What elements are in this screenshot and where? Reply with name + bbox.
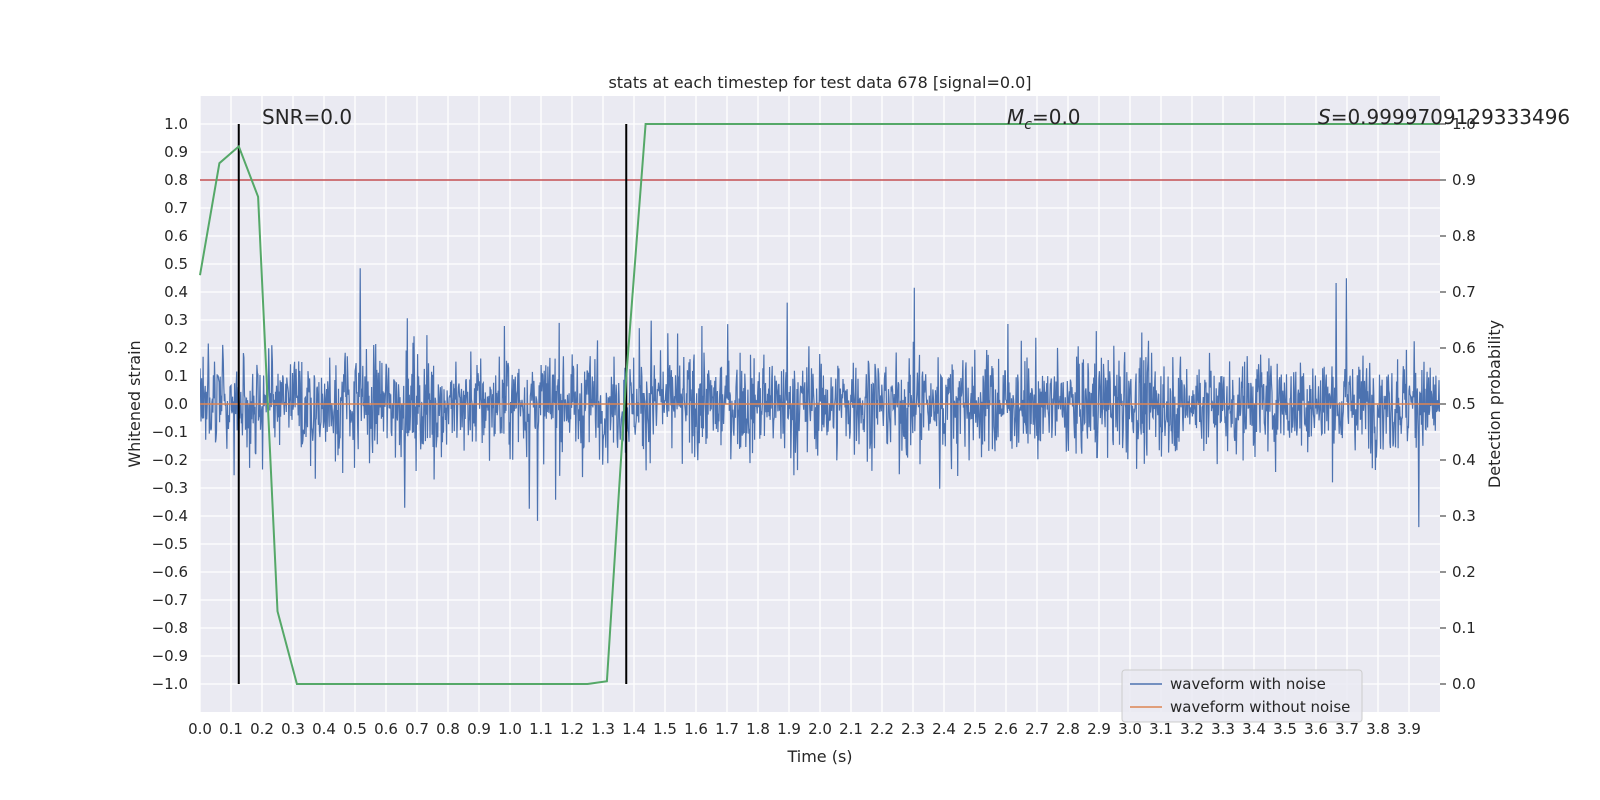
x-tick-label: 0.8 [436,720,460,738]
y2-tick-label: 0.8 [1452,227,1476,245]
y-tick-label: −0.8 [152,619,188,637]
y-tick-label: −0.7 [152,591,188,609]
y-tick-label: 0.4 [164,283,188,301]
x-tick-label: 3.2 [1180,720,1204,738]
legend-box [1121,669,1363,723]
x-tick-label: 0.9 [467,720,491,738]
x-tick-label: 3.8 [1366,720,1390,738]
y2-tick-labels: 1.0 0.9 0.8 0.7 0.6 0.5 0.4 0.3 0.2 0.1 0.0 [1440,115,1476,693]
x-tick-label: 3.1 [1149,720,1173,738]
y-tick-labels: 1.0 0.9 0.8 0.7 0.6 0.5 0.4 0.3 0.2 0.1 0.0 −0.1 −0.… [152,115,188,693]
y-tick-label: −0.2 [152,451,188,469]
y-tick-label: 0.3 [164,311,188,329]
x-tick-label: 0.1 [219,720,243,738]
y-tick-label: 0.5 [164,255,188,273]
x-tick-label: 2.6 [994,720,1018,738]
series-detection-probability [199,123,1440,685]
y-tick-label: −0.5 [152,535,188,553]
legend-label-waveform-with-noise: waveform with noise [1170,675,1326,693]
x-tick-label: 2.5 [963,720,987,738]
x-tick-label: 3.0 [1118,720,1142,738]
x-tick-label: 1.5 [653,720,677,738]
x-tick-label: 2.1 [839,720,863,738]
x-tick-label: 0.7 [405,720,429,738]
y2-tick-label: 1.0 [1452,115,1476,133]
significance-annotation: S=0.9999709129333496 [1318,105,1570,129]
x-tick-label: 2.3 [901,720,925,738]
y2-tick-label: 0.3 [1452,507,1476,525]
x-tick-label: 0.0 [188,720,212,738]
y-tick-label: 0.1 [164,367,188,385]
legend-label-waveform-without-noise: waveform without noise [1170,698,1350,716]
y-tick-label: −0.4 [152,507,188,525]
y2-tick-label: 0.5 [1452,395,1476,413]
x-tick-label: 0.3 [281,720,305,738]
x-tick-label: 1.3 [591,720,615,738]
x-tick-label: 3.3 [1211,720,1235,738]
x-tick-label: 1.7 [715,720,739,738]
y2-axis-label: Detection probability [1485,320,1504,488]
y2-tick-label: 0.4 [1452,451,1476,469]
x-tick-label: 0.5 [343,720,367,738]
x-tick-label: 2.9 [1087,720,1111,738]
y2-tick-label: 0.6 [1452,339,1476,357]
y-tick-label: −0.1 [152,423,188,441]
chart-title: stats at each timestep for test data 678… [608,73,1031,92]
y2-tick-label: 0.0 [1452,675,1476,693]
x-tick-label: 0.4 [312,720,336,738]
x-tick-label: 3.5 [1273,720,1297,738]
x-tick-label: 1.6 [684,720,708,738]
x-tick-label: 2.0 [808,720,832,738]
x-tick-label: 3.9 [1397,720,1421,738]
y-axis-label: Whitened strain [125,340,144,467]
x-axis-label: Time (s) [786,747,852,766]
y-tick-label: 0.9 [164,143,188,161]
x-tick-label: 2.8 [1056,720,1080,738]
x-tick-label: 0.2 [250,720,274,738]
x-tick-label: 3.7 [1335,720,1359,738]
y2-tick-label: 0.7 [1452,283,1476,301]
snr-annotation: SNR=0.0 [262,105,352,129]
x-tick-label: 2.7 [1025,720,1049,738]
x-tick-label: 1.9 [777,720,801,738]
y2-tick-label: 0.2 [1452,563,1476,581]
y-tick-label: 0.2 [164,339,188,357]
vertical-markers [237,124,628,684]
y-tick-label: 1.0 [164,115,188,133]
x-tick-label: 1.0 [498,720,522,738]
x-tick-label: 1.4 [622,720,646,738]
x-tick-label: 1.2 [560,720,584,738]
chirp-mass-annotation: Mc=0.0 [1007,105,1081,133]
x-tick-label: 3.6 [1304,720,1328,738]
series-waveform-with-noise [200,268,1440,528]
y-tick-label: −0.6 [152,563,188,581]
x-tick-label: 2.2 [870,720,894,738]
x-tick-label: 1.8 [746,720,770,738]
y-tick-label: 0.7 [164,199,188,217]
y2-tick-label: 0.9 [1452,171,1476,189]
x-tick-label: 1.1 [529,720,553,738]
x-tick-label: 0.6 [374,720,398,738]
y-tick-label: −0.3 [152,479,188,497]
x-tick-label: 2.4 [932,720,956,738]
legend: waveform with noise waveform without noi… [1121,669,1363,723]
x-tick-labels: 0.0 0.1 0.2 0.3 0.4 0.5 0.6 0.7 0.8 0.9 1.0 1.1 1.2 1… [188,720,1421,738]
y-tick-label: 0.0 [164,395,188,413]
y-tick-label: 0.8 [164,171,188,189]
y-tick-label: −1.0 [152,675,188,693]
y-tick-label: −0.9 [152,647,188,665]
y-tick-label: 0.6 [164,227,188,245]
x-tick-label: 3.4 [1242,720,1266,738]
y2-tick-label: 0.1 [1452,619,1476,637]
